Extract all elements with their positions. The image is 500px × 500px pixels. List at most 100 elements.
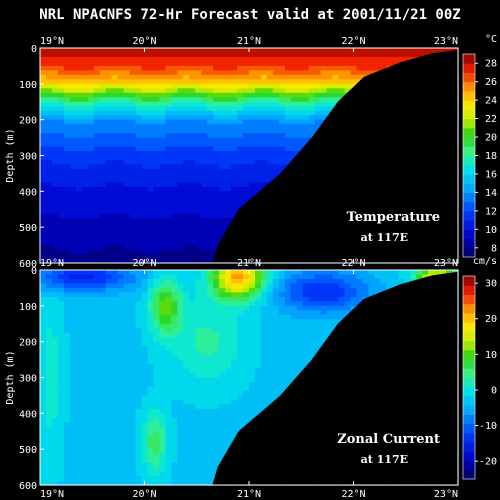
field-cell	[111, 399, 119, 405]
field-cell	[93, 314, 101, 320]
field-cell	[219, 355, 226, 361]
field-cell	[231, 106, 238, 112]
field-cell	[213, 355, 220, 361]
field-cell	[213, 56, 220, 63]
field-cell	[57, 222, 65, 228]
field-cell	[260, 110, 268, 116]
field-cell	[237, 119, 244, 125]
field-cell	[249, 146, 256, 152]
colorbar-tick-label: 28	[485, 59, 497, 70]
field-cell	[320, 106, 328, 112]
field-cell	[266, 159, 274, 166]
field-cell	[266, 164, 274, 170]
field-cell	[195, 323, 202, 329]
field-cell	[87, 355, 95, 361]
field-cell	[123, 278, 131, 285]
field-cell	[153, 274, 161, 280]
field-cell	[141, 133, 149, 139]
field-cell	[260, 70, 268, 76]
field-cell	[93, 390, 101, 397]
field-cell	[111, 359, 119, 365]
field-cell	[284, 56, 292, 63]
field-cell	[87, 449, 95, 455]
field-cell	[57, 209, 65, 215]
field-cell	[195, 435, 202, 441]
field-cell	[135, 200, 143, 206]
field-cell	[93, 408, 101, 414]
field-cell	[201, 274, 208, 280]
field-cell	[93, 249, 101, 255]
field-cell	[207, 377, 214, 383]
field-cell	[195, 204, 202, 210]
field-cell	[45, 65, 53, 71]
field-cell	[153, 458, 161, 464]
field-cell	[207, 74, 214, 80]
field-cell	[57, 373, 65, 379]
field-cell	[57, 355, 65, 361]
field-cell	[51, 364, 59, 370]
field-cell	[69, 61, 77, 67]
field-cell	[159, 453, 166, 459]
field-cell	[93, 458, 101, 464]
field-cell	[195, 79, 202, 85]
field-cell	[314, 56, 322, 63]
field-cell	[87, 305, 95, 311]
field-cell	[141, 115, 149, 121]
field-cell	[332, 48, 340, 54]
field-cell	[171, 314, 178, 320]
field-cell	[69, 467, 77, 473]
field-cell	[308, 124, 316, 130]
field-cell	[153, 395, 161, 401]
field-cell	[231, 274, 238, 280]
field-cell	[129, 240, 137, 246]
field-cell	[195, 287, 202, 293]
field-cell	[69, 151, 77, 157]
field-cell	[254, 115, 262, 121]
field-cell	[260, 88, 268, 94]
field-cell	[45, 168, 53, 175]
field-cell	[40, 435, 47, 441]
field-cell	[266, 83, 274, 89]
field-cell	[51, 231, 59, 237]
field-cell	[40, 444, 47, 450]
field-cell	[183, 480, 190, 486]
field-cell	[201, 341, 208, 347]
field-cell	[51, 341, 59, 347]
field-cell	[195, 101, 202, 107]
field-cell	[87, 444, 95, 450]
field-cell	[201, 364, 208, 370]
field-cell	[75, 323, 83, 329]
field-cell	[45, 209, 53, 215]
field-cell	[177, 417, 184, 423]
field-cell	[40, 471, 47, 477]
field-cell	[207, 146, 214, 152]
field-cell	[141, 218, 149, 224]
field-cell	[81, 458, 89, 464]
field-cell	[40, 119, 47, 125]
field-cell	[129, 128, 137, 134]
field-cell	[177, 128, 184, 134]
field-cell	[117, 399, 125, 405]
field-cell	[63, 332, 71, 338]
field-cell	[338, 52, 346, 58]
field-cell	[69, 70, 77, 76]
field-cell	[93, 65, 101, 71]
field-cell	[57, 128, 65, 134]
field-cell	[105, 471, 113, 477]
field-cell	[171, 155, 178, 161]
field-cell	[153, 65, 161, 71]
field-cell	[111, 133, 119, 139]
field-cell	[40, 408, 47, 414]
field-cell	[93, 426, 101, 432]
field-cell	[219, 422, 226, 428]
field-cell	[123, 204, 131, 210]
field-cell	[63, 440, 71, 446]
field-cell	[249, 83, 256, 89]
field-cell	[63, 471, 71, 477]
field-cell	[75, 191, 83, 197]
field-cell	[416, 48, 423, 54]
field-cell	[75, 173, 83, 179]
field-cell	[45, 278, 53, 285]
field-cell	[231, 119, 238, 125]
field-cell	[225, 310, 232, 316]
